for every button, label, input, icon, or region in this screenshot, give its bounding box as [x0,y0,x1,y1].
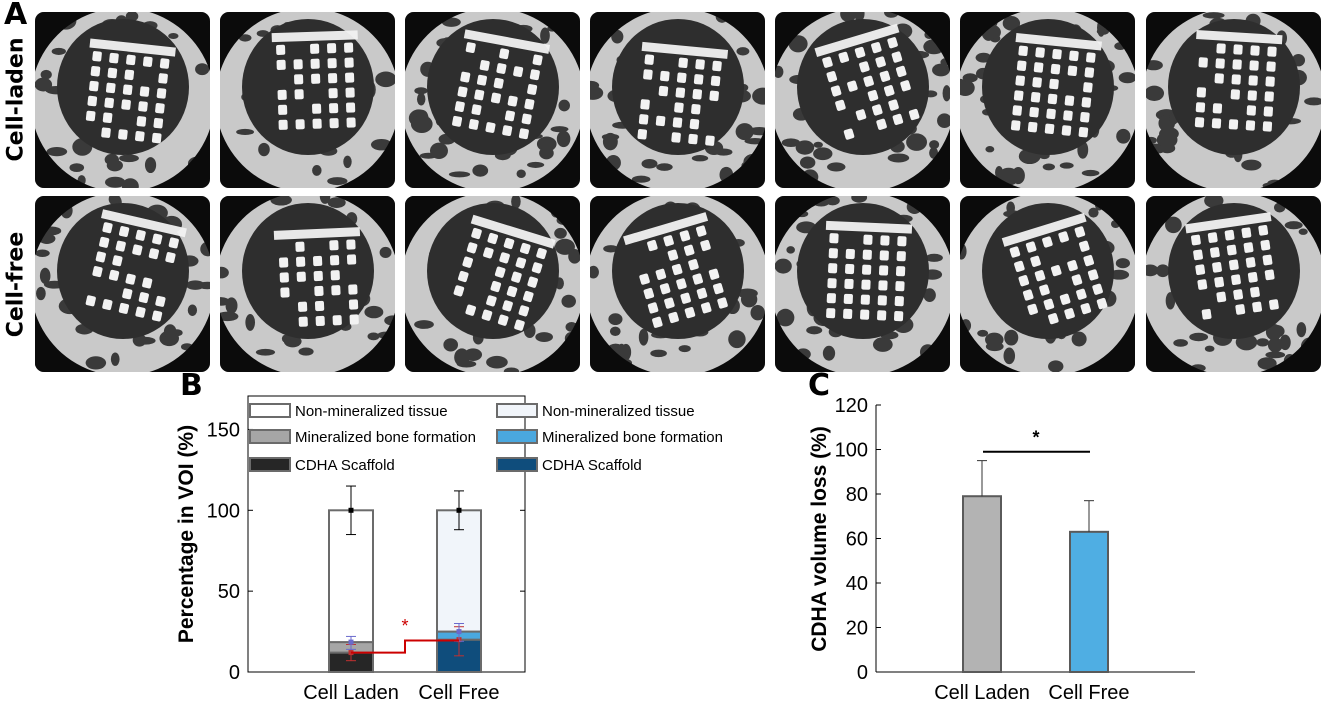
ct-image-cell-laden-5 [775,12,950,188]
chart-b-bar-segment [436,509,482,633]
chart-b-legend-swatch [496,457,538,472]
chart-b-ytick-label: 50 [218,581,240,603]
chart-b-ytick-label: 100 [207,500,240,522]
chart-b-legend-swatch [249,429,291,444]
ct-image-cell-laden-2 [220,12,395,188]
chart-b-ytick-label: 150 [207,419,240,441]
ct-image-cell-laden-3 [405,12,580,188]
ct-image-cell-free-6 [960,196,1135,372]
ct-image-cell-laden-1 [35,12,210,188]
chart-b-mean-marker [348,639,354,645]
ct-image-cell-free-2 [220,196,395,372]
chart-b-mean-marker [348,507,354,513]
ct-image-cell-laden-4 [590,12,765,188]
chart-b-xtick-label: Cell Laden [303,682,399,704]
chart-b-legend-label: Mineralized bone formation [295,429,476,446]
ct-image-cell-free-4 [590,196,765,372]
panel-label-b: B [180,368,203,403]
chart-b-legend-label: Non-mineralized tissue [295,403,448,420]
chart-b-legend-label: Non-mineralized tissue [542,403,695,420]
ct-image-cell-free-3 [405,196,580,372]
chart-b-legend-label: CDHA Scaffold [542,457,642,474]
ct-image-cell-free-1 [35,196,210,372]
panel-label-a: A [4,0,28,32]
panel-label-c: C [808,368,831,403]
chart-b-xtick-label: Cell Free [418,682,499,704]
chart-b-legend-label: Mineralized bone formation [542,429,723,446]
chart-b-legend-swatch [496,429,538,444]
chart-b-legend-swatch [496,403,538,418]
chart-b-axes-box [247,395,526,673]
chart-b-legend-swatch [249,457,291,472]
chart-b-legend-label: CDHA Scaffold [295,457,395,474]
ct-image-cell-laden-6 [960,12,1135,188]
chart-b-ylabel: Percentage in VOI (%) [175,425,198,643]
ct-image-cell-free-7 [1146,196,1321,372]
chart-b-significance-line [351,639,459,654]
chart-b-significance-star: * [401,616,408,636]
chart-b-legend-swatch [249,403,291,418]
ct-image-cell-free-5 [775,196,950,372]
chart-b-mean-marker [456,507,462,513]
chart-b-ytick-label: 0 [229,662,240,684]
chart-b-mean-marker [456,629,462,635]
ct-image-cell-laden-7 [1146,12,1321,188]
